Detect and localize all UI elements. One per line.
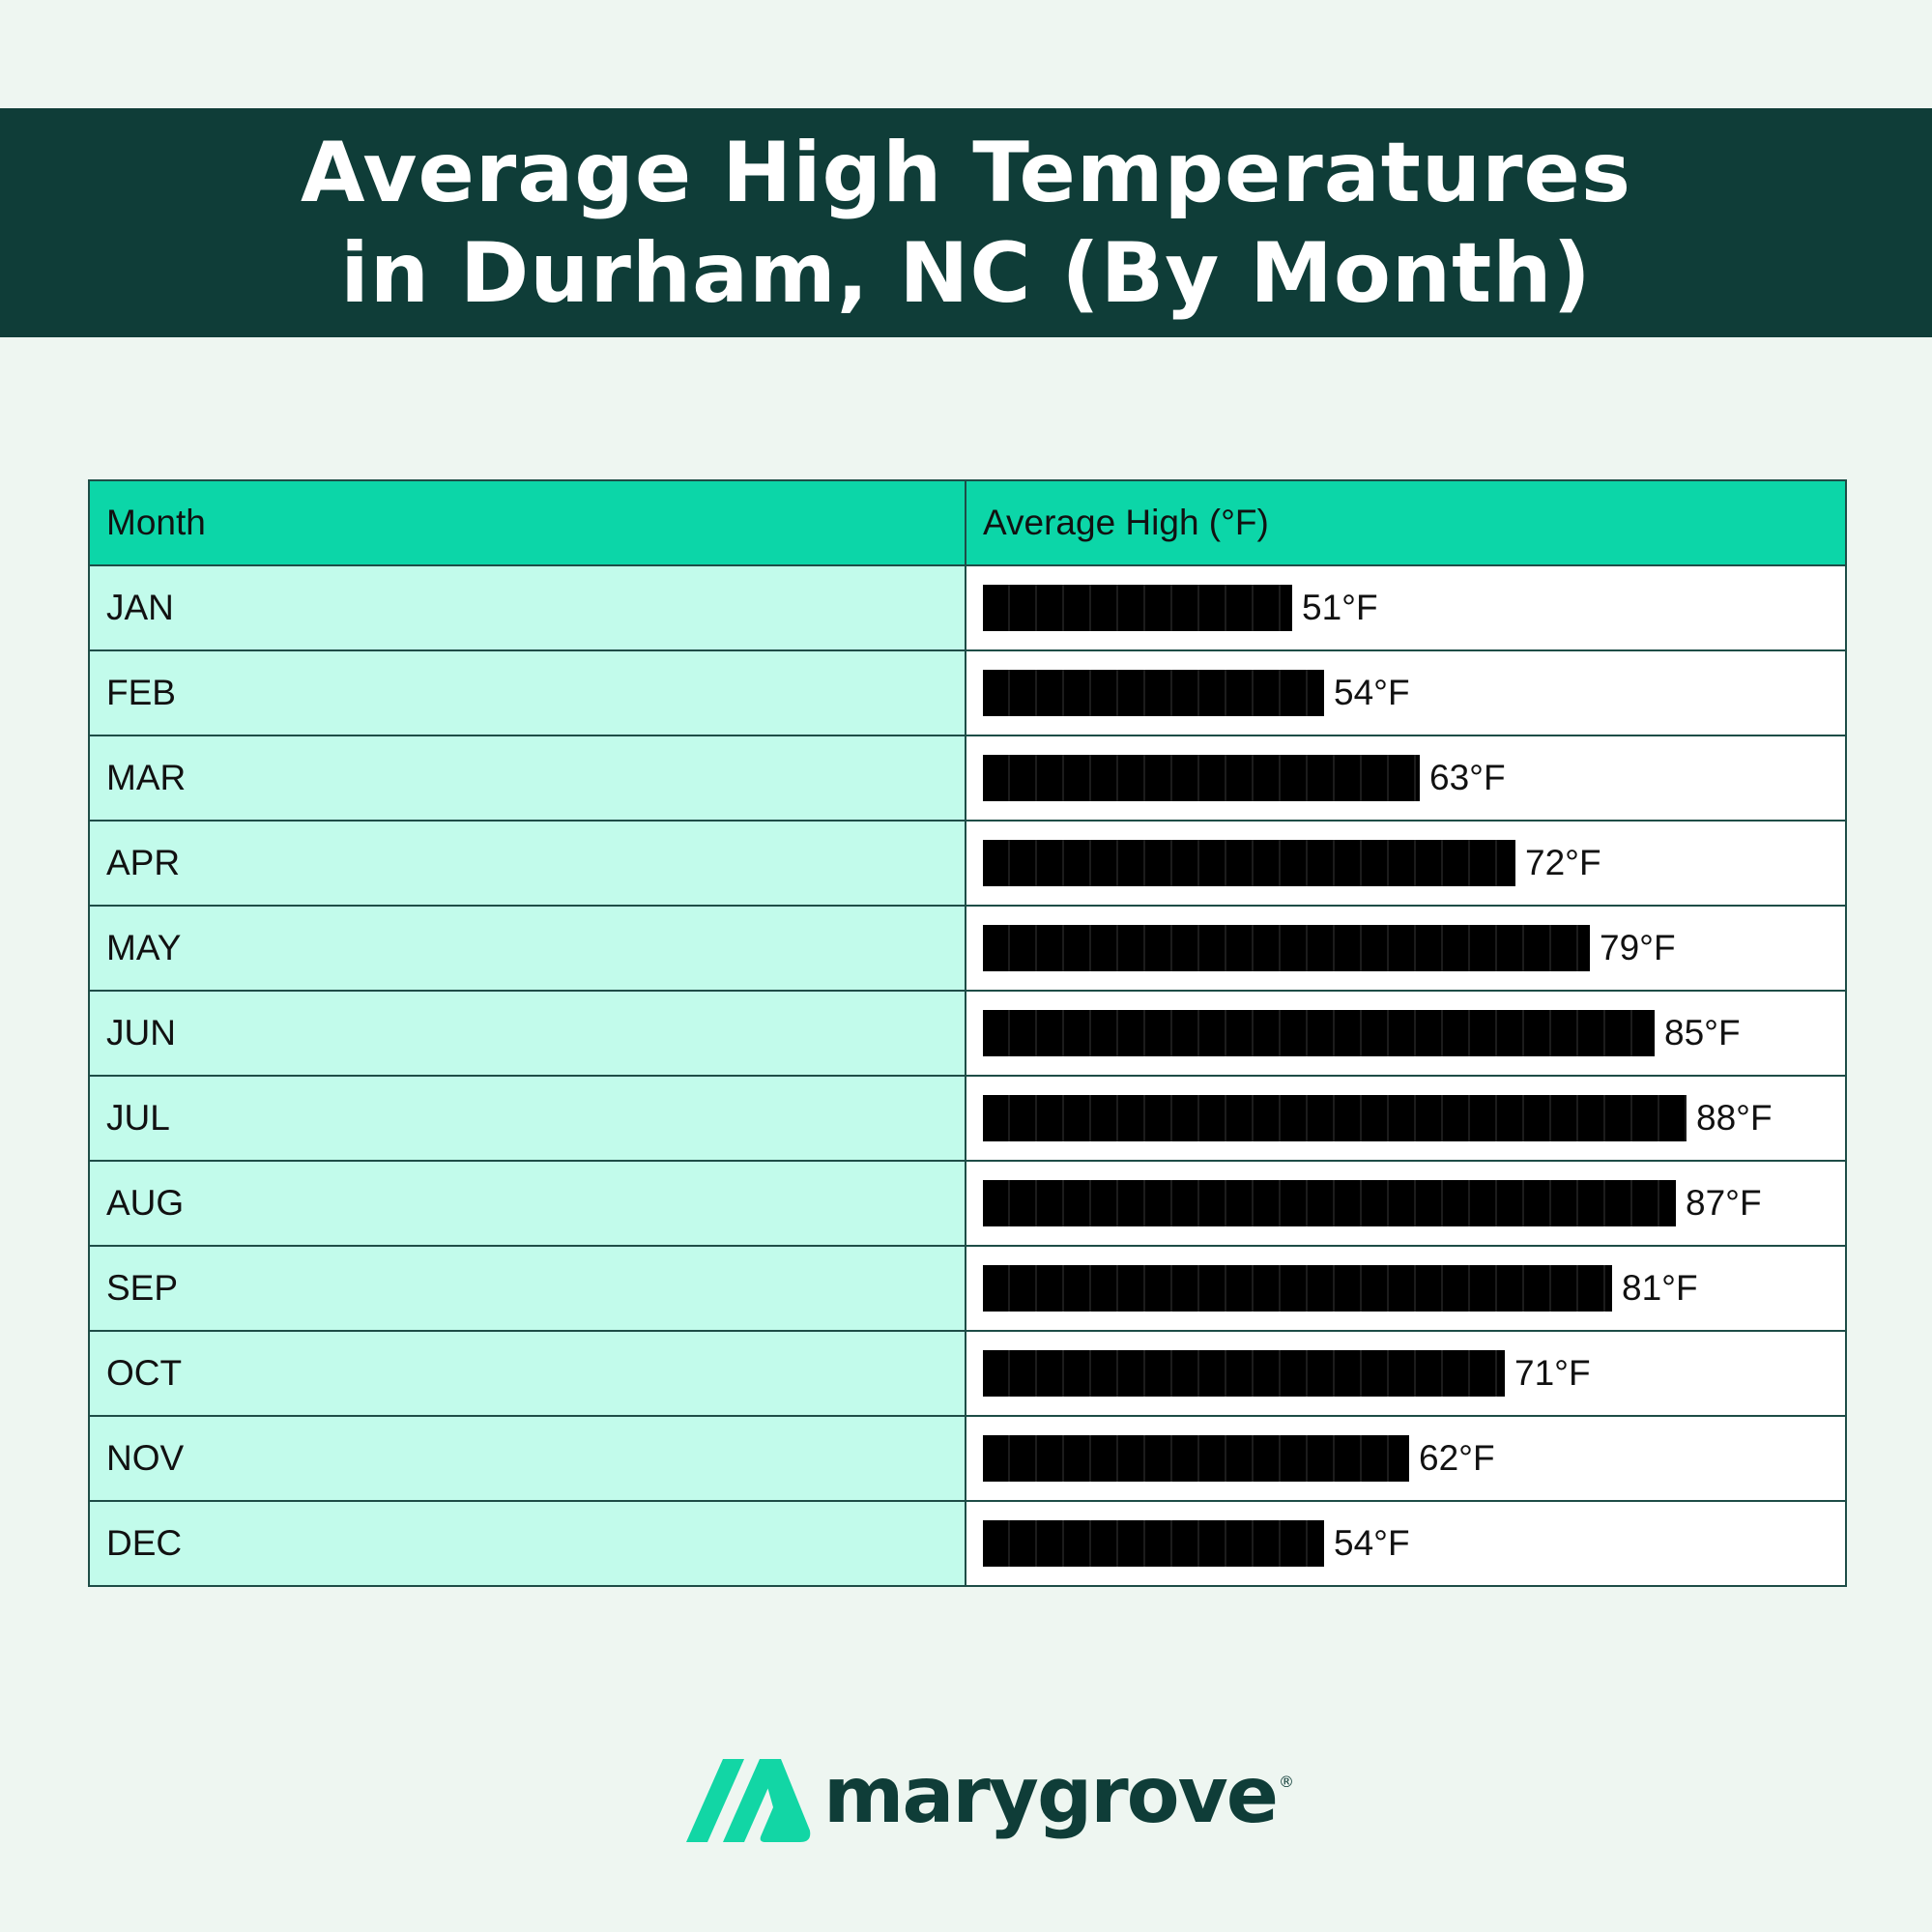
bar-wrap: 88°F — [983, 1095, 1845, 1141]
temperature-bar — [983, 755, 1420, 801]
average-high-column-header: Average High (°F) — [965, 479, 1847, 566]
temperature-value-label: 72°F — [1525, 843, 1601, 882]
bar-wrap: 87°F — [983, 1180, 1845, 1226]
temperature-value-label: 51°F — [1302, 588, 1378, 627]
temperature-bar — [983, 1265, 1612, 1312]
value-cell: 54°F — [965, 1500, 1847, 1587]
temperature-bar — [983, 670, 1324, 716]
temperature-bar — [983, 1180, 1676, 1226]
value-cell: 72°F — [965, 820, 1847, 907]
month-cell: DEC — [88, 1500, 966, 1587]
table-row: NOV 62°F — [88, 1415, 1847, 1502]
bar-wrap: 54°F — [983, 670, 1845, 716]
table-row: MAY 79°F — [88, 905, 1847, 992]
month-cell: MAY — [88, 905, 966, 992]
title-banner: Average High Temperatures in Durham, NC … — [0, 108, 1932, 337]
value-cell: 87°F — [965, 1160, 1847, 1247]
bar-wrap: 51°F — [983, 585, 1845, 631]
value-cell: 88°F — [965, 1075, 1847, 1162]
bar-wrap: 79°F — [983, 925, 1845, 971]
temperature-value-label: 81°F — [1622, 1268, 1698, 1308]
table-row: JUL 88°F — [88, 1075, 1847, 1162]
month-cell: OCT — [88, 1330, 966, 1417]
bar-wrap: 62°F — [983, 1435, 1845, 1482]
table-row: SEP 81°F — [88, 1245, 1847, 1332]
month-cell: JUL — [88, 1075, 966, 1162]
temperature-bar — [983, 1520, 1324, 1567]
value-cell: 81°F — [965, 1245, 1847, 1332]
month-cell: MAR — [88, 735, 966, 822]
bar-wrap: 85°F — [983, 1010, 1845, 1056]
bar-wrap: 81°F — [983, 1265, 1845, 1312]
header-row: Month Average High (°F) — [88, 479, 1847, 566]
table-row: AUG 87°F — [88, 1160, 1847, 1247]
table-row: MAR 63°F — [88, 735, 1847, 822]
month-cell: APR — [88, 820, 966, 907]
value-cell: 54°F — [965, 649, 1847, 736]
temperature-value-label: 63°F — [1429, 758, 1506, 797]
temperature-value-label: 54°F — [1334, 1523, 1410, 1563]
month-cell: AUG — [88, 1160, 966, 1247]
temperature-bar — [983, 1350, 1505, 1397]
value-cell: 63°F — [965, 735, 1847, 822]
temperature-value-label: 62°F — [1419, 1438, 1495, 1478]
month-column-header: Month — [88, 479, 966, 566]
table-body: JAN 51°F FEB 54°F MAR 63°F APR 72°F MAY 79°F JUN 85… — [88, 564, 1847, 1587]
temperature-value-label: 79°F — [1600, 928, 1676, 967]
marygrove-logo-mark-icon — [686, 1759, 811, 1842]
registered-mark: ® — [1279, 1773, 1295, 1791]
temperature-bar — [983, 1095, 1687, 1141]
chart-title: Average High Temperatures in Durham, NC … — [300, 124, 1632, 322]
bar-wrap: 71°F — [983, 1350, 1845, 1397]
month-cell: FEB — [88, 649, 966, 736]
temperature-value-label: 54°F — [1334, 673, 1410, 712]
bar-wrap: 63°F — [983, 755, 1845, 801]
bar-wrap: 54°F — [983, 1520, 1845, 1567]
value-cell: 85°F — [965, 990, 1847, 1077]
month-cell: JAN — [88, 564, 966, 651]
table-row: FEB 54°F — [88, 649, 1847, 736]
temperature-bar — [983, 585, 1292, 631]
temperature-value-label: 87°F — [1686, 1183, 1762, 1223]
brand-name: marygrove — [823, 1750, 1279, 1840]
month-cell: SEP — [88, 1245, 966, 1332]
value-cell: 62°F — [965, 1415, 1847, 1502]
table-row: JAN 51°F — [88, 564, 1847, 651]
table-row: DEC 54°F — [88, 1500, 1847, 1587]
bar-wrap: 72°F — [983, 840, 1845, 886]
table-row: JUN 85°F — [88, 990, 1847, 1077]
month-cell: NOV — [88, 1415, 966, 1502]
marygrove-logo: marygrove ® — [680, 1751, 1294, 1848]
temperature-bar — [983, 1010, 1655, 1056]
value-cell: 79°F — [965, 905, 1847, 992]
temperature-bar — [983, 1435, 1409, 1482]
value-cell: 71°F — [965, 1330, 1847, 1417]
month-cell: JUN — [88, 990, 966, 1077]
table-row: APR 72°F — [88, 820, 1847, 907]
temperature-bar — [983, 925, 1590, 971]
temperature-value-label: 71°F — [1514, 1353, 1591, 1393]
temperature-bar — [983, 840, 1515, 886]
temperature-value-label: 85°F — [1664, 1013, 1741, 1053]
table-row: OCT 71°F — [88, 1330, 1847, 1417]
temperature-value-label: 88°F — [1696, 1098, 1773, 1138]
value-cell: 51°F — [965, 564, 1847, 651]
temperature-table: Month Average High (°F) JAN 51°F FEB 54°F MA… — [88, 479, 1847, 1587]
